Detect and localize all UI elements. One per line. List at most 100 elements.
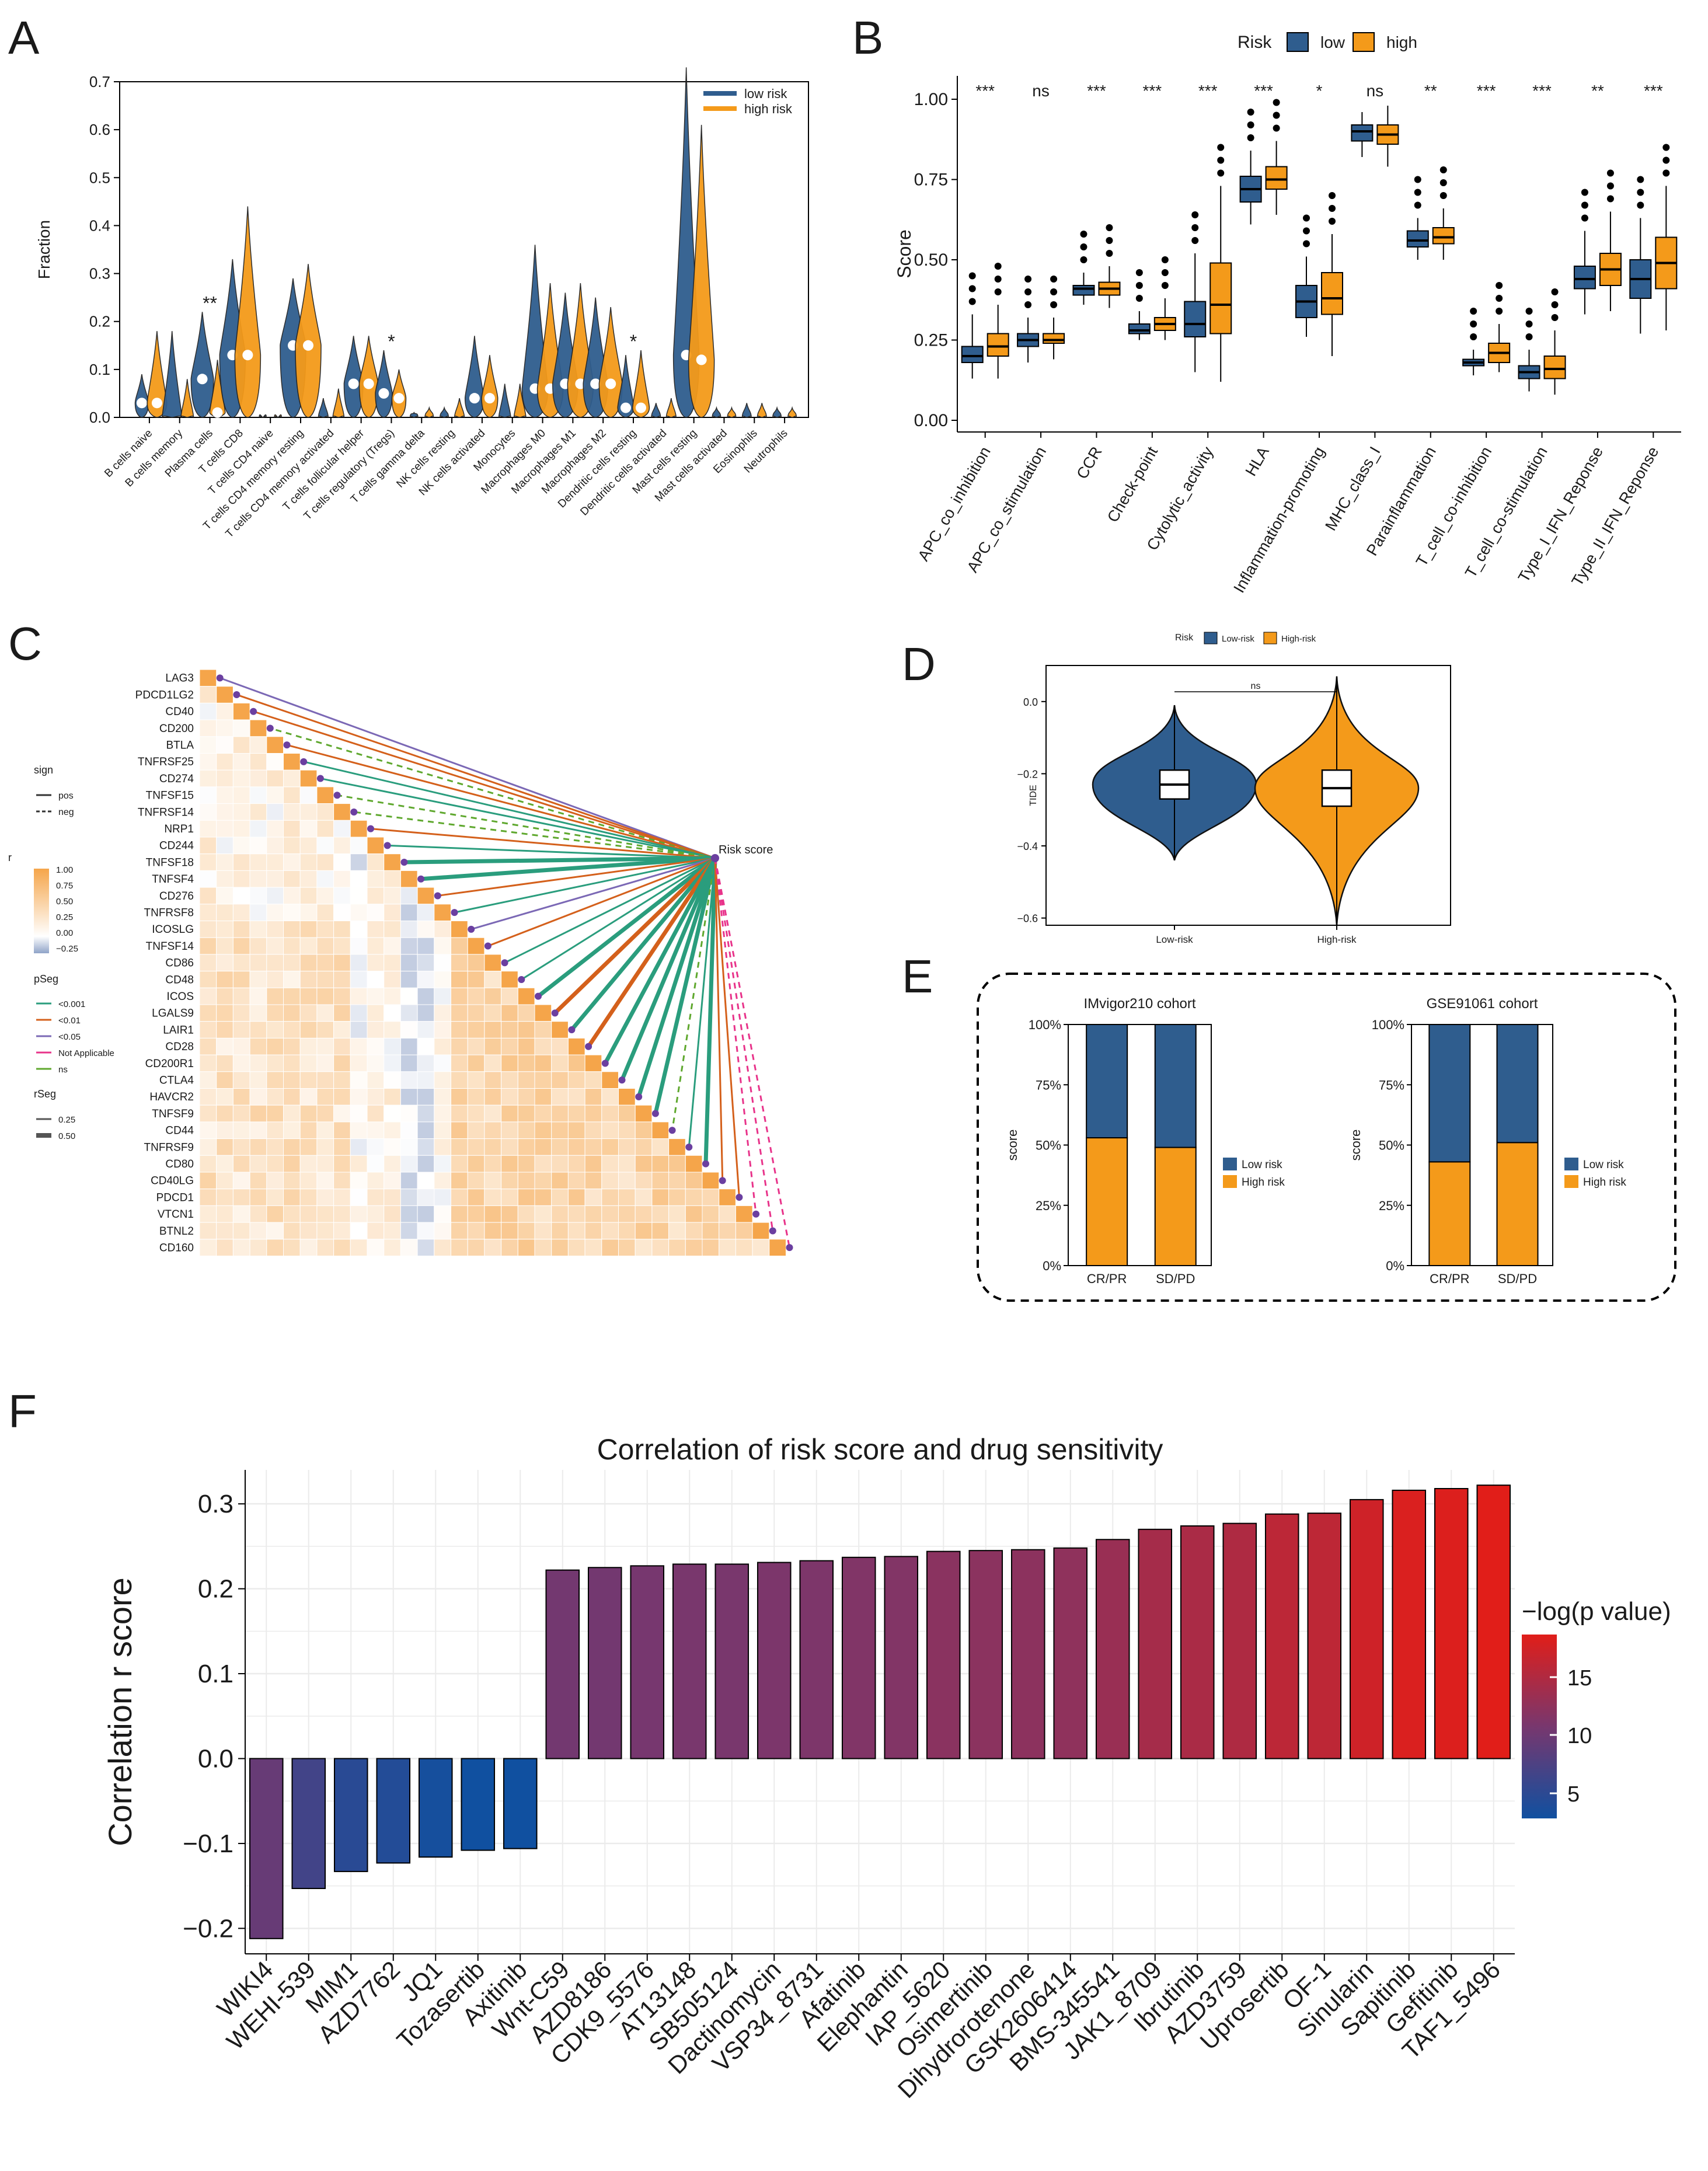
gene-label: CD274 <box>159 773 194 785</box>
y-axis-label: Fraction <box>35 220 53 279</box>
outlier <box>1551 301 1559 308</box>
heatmap-cell <box>249 1155 267 1173</box>
heatmap-cell <box>232 786 250 804</box>
heatmap-cell <box>350 1138 368 1156</box>
heatmap-cell <box>384 971 401 988</box>
heatmap-cell <box>299 837 318 855</box>
heatmap-cell <box>350 1121 368 1139</box>
heatmap-cell <box>283 971 301 988</box>
heatmap-cell <box>451 1172 468 1190</box>
heatmap-cell <box>434 1054 451 1072</box>
heatmap-cell <box>283 1121 301 1139</box>
r-tick-label: 1.00 <box>56 865 73 875</box>
link-endpoint <box>316 775 324 782</box>
heatmap-cell <box>451 1054 468 1072</box>
significance-label: ** <box>1591 82 1604 100</box>
heatmap-cell <box>249 987 267 1005</box>
heatmap-cell <box>283 786 301 804</box>
heatmap-cell <box>451 971 468 988</box>
heatmap-cell <box>333 954 351 972</box>
heatmap-cell <box>367 1004 385 1022</box>
heatmap-cell <box>216 1121 233 1139</box>
heatmap-cell <box>266 1054 284 1072</box>
r-tick-label: 0.00 <box>56 928 73 938</box>
median-dot <box>242 350 253 361</box>
heatmap-cell <box>618 1088 636 1106</box>
drug-bar <box>1392 1489 1427 1759</box>
heatmap-cell <box>216 837 233 855</box>
heatmap-cell <box>467 1155 485 1173</box>
colorbar-tick-label: 10 <box>1567 1724 1592 1748</box>
heatmap-cell <box>350 937 368 955</box>
heatmap-cell <box>199 1239 217 1257</box>
heatmap-cell <box>232 1054 250 1072</box>
heatmap-cell <box>367 887 385 905</box>
heatmap-cell <box>232 1071 250 1089</box>
heatmap-cell <box>534 1239 552 1257</box>
violin <box>787 406 797 418</box>
heatmap-cell <box>232 1004 250 1022</box>
median-dot <box>393 393 405 404</box>
heatmap-cell <box>283 1037 301 1055</box>
heatmap-cell <box>316 1088 334 1106</box>
heatmap-cell <box>635 1121 653 1139</box>
heatmap-cell <box>199 1121 217 1139</box>
box <box>1573 266 1596 290</box>
heatmap-cell <box>417 1205 435 1223</box>
heatmap-cell <box>567 1121 585 1139</box>
violin <box>688 124 715 418</box>
heatmap-cell <box>501 1205 518 1223</box>
median-dot <box>303 340 313 351</box>
heatmap-cell <box>199 736 217 754</box>
heatmap-cell <box>266 736 284 754</box>
heatmap-cell <box>601 1088 619 1106</box>
panel-letter-f: F <box>8 1385 37 1437</box>
heatmap-cell <box>299 1054 318 1072</box>
drug-bar <box>884 1556 919 1759</box>
y-tick-label: 100% <box>1372 1017 1404 1032</box>
outlier <box>1606 169 1614 177</box>
heatmap-cell <box>316 1138 334 1156</box>
heatmap-cell <box>484 1239 502 1257</box>
outlier <box>1581 201 1588 209</box>
heatmap-cell <box>199 1155 217 1173</box>
heatmap-cell <box>551 1037 569 1055</box>
heatmap-cell <box>719 1205 736 1223</box>
heatmap-cell <box>266 1138 284 1156</box>
heatmap-cell <box>567 1239 585 1257</box>
box <box>1321 272 1343 315</box>
heatmap-cell <box>232 803 250 821</box>
heatmap-cell <box>316 1155 334 1173</box>
heatmap-cell <box>467 1172 485 1190</box>
heatmap-cell <box>266 987 284 1005</box>
violin <box>481 355 499 418</box>
heatmap-cell <box>283 987 301 1005</box>
box <box>1043 333 1065 344</box>
heatmap-cell <box>316 1222 334 1240</box>
heatmap-cell <box>517 1071 535 1089</box>
heatmap-cell <box>484 1172 502 1190</box>
heatmap-cell <box>283 1172 301 1190</box>
heatmap-cell <box>216 1222 233 1240</box>
significance-label: *** <box>1087 82 1106 100</box>
heatmap-cell <box>417 1037 435 1055</box>
heatmap-cell <box>216 1189 233 1206</box>
legend-swatch-low <box>1204 632 1218 644</box>
heatmap-cell <box>249 887 267 905</box>
heatmap-cell <box>517 1104 535 1123</box>
significance-label: ns <box>1032 82 1050 100</box>
heatmap-cell <box>651 1121 670 1139</box>
heatmap-cell <box>534 1088 552 1106</box>
heatmap-cell <box>350 887 368 905</box>
heatmap-cell <box>283 1021 301 1039</box>
heatmap-cell <box>434 1239 451 1257</box>
heatmap-cell <box>484 1121 502 1139</box>
heatmap-cell <box>668 1172 686 1190</box>
heatmap-cell <box>567 1205 585 1223</box>
heatmap-cell <box>232 1189 250 1206</box>
link-endpoint <box>468 925 475 933</box>
heatmap-cell <box>517 1155 535 1173</box>
heatmap-cell <box>232 904 250 922</box>
outlier <box>1439 192 1447 199</box>
heatmap-cell <box>567 1037 585 1055</box>
